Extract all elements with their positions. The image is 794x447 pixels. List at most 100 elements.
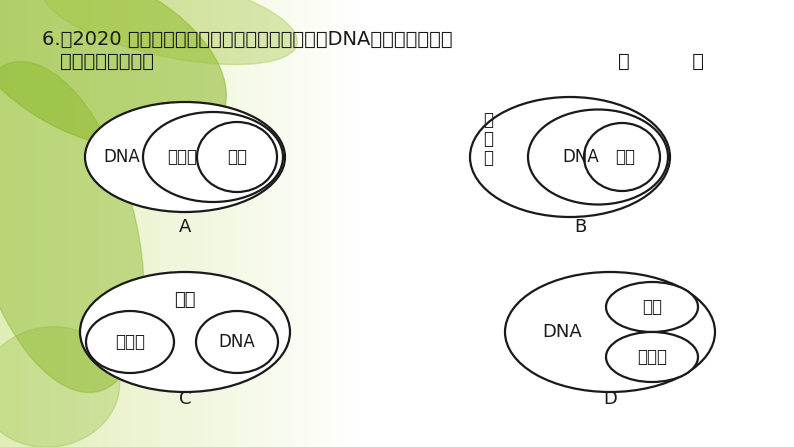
Text: 6.（2020 自贡中考）下面关于细胞核中染色体、DNA、基因三者的关: 6.（2020 自贡中考）下面关于细胞核中染色体、DNA、基因三者的关 bbox=[42, 30, 453, 49]
Bar bbox=[693, 0, 697, 447]
Bar bbox=[399, 0, 403, 447]
Bar bbox=[156, 0, 160, 447]
Bar bbox=[50, 0, 54, 447]
Bar bbox=[357, 0, 361, 447]
Ellipse shape bbox=[0, 62, 144, 392]
Bar bbox=[69, 0, 72, 447]
Bar bbox=[34, 0, 38, 447]
Bar bbox=[558, 0, 562, 447]
Bar bbox=[781, 0, 784, 447]
Bar bbox=[717, 0, 721, 447]
Bar bbox=[106, 0, 110, 447]
Bar bbox=[71, 0, 75, 447]
Bar bbox=[534, 0, 538, 447]
Text: 染色体: 染色体 bbox=[167, 148, 197, 166]
Bar bbox=[283, 0, 287, 447]
Bar bbox=[98, 0, 102, 447]
Ellipse shape bbox=[606, 282, 698, 332]
Bar bbox=[709, 0, 713, 447]
Bar bbox=[437, 0, 441, 447]
Bar bbox=[675, 0, 679, 447]
Bar bbox=[609, 0, 612, 447]
Bar bbox=[403, 0, 406, 447]
Bar bbox=[153, 0, 157, 447]
Bar bbox=[749, 0, 753, 447]
Bar bbox=[376, 0, 380, 447]
Text: DNA: DNA bbox=[103, 148, 140, 166]
Bar bbox=[657, 0, 660, 447]
Bar bbox=[82, 0, 86, 447]
Bar bbox=[426, 0, 430, 447]
Bar bbox=[10, 0, 14, 447]
Bar bbox=[328, 0, 332, 447]
Bar bbox=[638, 0, 642, 447]
Bar bbox=[569, 0, 572, 447]
Bar bbox=[476, 0, 480, 447]
Ellipse shape bbox=[0, 327, 120, 447]
Bar bbox=[304, 0, 308, 447]
Bar bbox=[177, 0, 181, 447]
Bar bbox=[384, 0, 387, 447]
Bar bbox=[673, 0, 676, 447]
Bar bbox=[288, 0, 292, 447]
Bar bbox=[21, 0, 25, 447]
Bar bbox=[188, 0, 191, 447]
Bar bbox=[233, 0, 237, 447]
Bar bbox=[56, 0, 60, 447]
Ellipse shape bbox=[43, 0, 298, 64]
Bar bbox=[421, 0, 425, 447]
Bar bbox=[310, 0, 314, 447]
Bar bbox=[768, 0, 771, 447]
Bar bbox=[344, 0, 348, 447]
Bar bbox=[315, 0, 318, 447]
Text: D: D bbox=[603, 390, 617, 408]
Text: 染色体: 染色体 bbox=[637, 348, 667, 366]
Text: 系，表示正确的是: 系，表示正确的是 bbox=[60, 51, 154, 71]
Bar bbox=[762, 0, 766, 447]
Bar bbox=[524, 0, 528, 447]
Bar bbox=[127, 0, 131, 447]
Bar bbox=[109, 0, 112, 447]
Bar bbox=[201, 0, 205, 447]
Bar bbox=[214, 0, 218, 447]
Text: A: A bbox=[179, 218, 191, 236]
Bar bbox=[172, 0, 175, 447]
Bar bbox=[661, 0, 665, 447]
Bar bbox=[461, 0, 464, 447]
Bar bbox=[373, 0, 377, 447]
Bar bbox=[730, 0, 734, 447]
Bar bbox=[241, 0, 245, 447]
Bar bbox=[264, 0, 268, 447]
Bar bbox=[707, 0, 711, 447]
Bar bbox=[653, 0, 657, 447]
Bar bbox=[318, 0, 322, 447]
Bar bbox=[765, 0, 769, 447]
Bar bbox=[518, 0, 522, 447]
Bar bbox=[299, 0, 303, 447]
Bar bbox=[606, 0, 610, 447]
Bar bbox=[101, 0, 104, 447]
Bar bbox=[725, 0, 729, 447]
Bar bbox=[180, 0, 183, 447]
Bar bbox=[582, 0, 586, 447]
Bar bbox=[336, 0, 340, 447]
Bar bbox=[757, 0, 761, 447]
Bar bbox=[413, 0, 417, 447]
Bar bbox=[228, 0, 231, 447]
Bar bbox=[365, 0, 369, 447]
Bar bbox=[495, 0, 499, 447]
Bar bbox=[256, 0, 260, 447]
Bar bbox=[395, 0, 398, 447]
Bar bbox=[8, 0, 12, 447]
Bar bbox=[635, 0, 639, 447]
Bar bbox=[447, 0, 451, 447]
Text: 染色体: 染色体 bbox=[115, 333, 145, 351]
Bar bbox=[625, 0, 628, 447]
Bar bbox=[389, 0, 393, 447]
Bar bbox=[260, 0, 263, 447]
Bar bbox=[590, 0, 594, 447]
Bar bbox=[161, 0, 165, 447]
Bar bbox=[222, 0, 226, 447]
Bar bbox=[770, 0, 774, 447]
Bar bbox=[333, 0, 337, 447]
